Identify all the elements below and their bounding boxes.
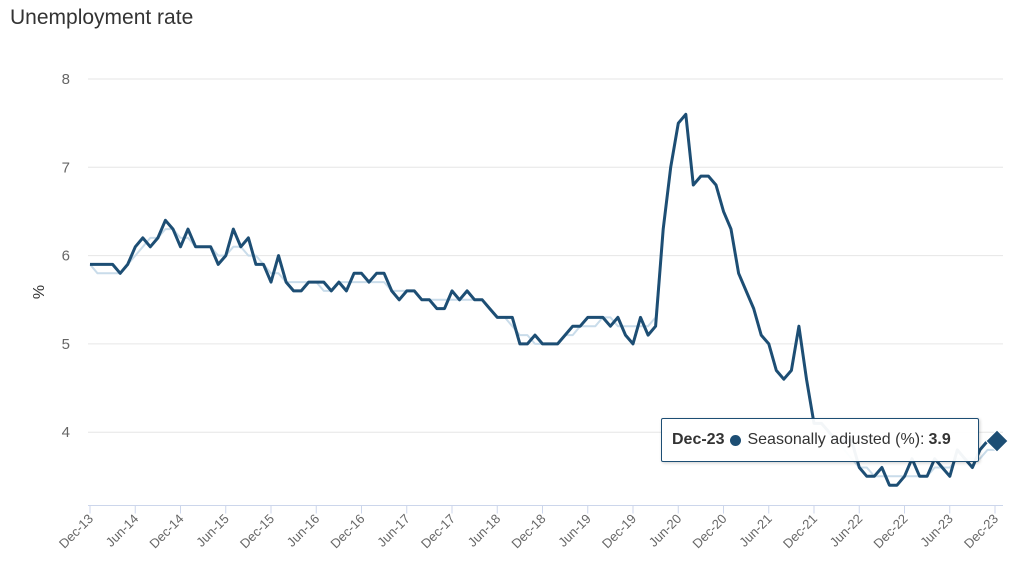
- y-tick-label: 4: [62, 424, 70, 441]
- x-tick-label: Dec-18: [508, 511, 548, 551]
- x-tick-label: Jun-16: [284, 511, 323, 550]
- x-tick-label: Jun-14: [103, 511, 142, 550]
- x-tick-label: Dec-19: [599, 511, 639, 551]
- x-tick-label: Dec-13: [56, 511, 96, 551]
- y-tick-label: 5: [62, 336, 70, 353]
- x-tick-label: Jun-23: [917, 511, 956, 550]
- tooltip-date: Dec-23: [672, 431, 725, 448]
- tooltip-value: 3.9: [928, 431, 951, 448]
- y-axis-label: %: [31, 285, 48, 299]
- series-dot-icon: [730, 434, 742, 446]
- x-tick-label: Dec-15: [237, 511, 277, 551]
- x-tick-label: Dec-20: [689, 511, 729, 551]
- x-tick-label: Jun-18: [465, 511, 504, 550]
- x-tick-label: Dec-22: [870, 511, 910, 551]
- chart-title: Unemployment rate: [10, 6, 194, 29]
- tooltip-series: Seasonally adjusted (%):: [747, 431, 925, 448]
- x-tick-label: Jun-22: [827, 511, 866, 550]
- x-tick-label: Dec-14: [146, 511, 186, 551]
- x-tick-label: Dec-16: [327, 511, 367, 551]
- y-tick-label: 7: [62, 159, 70, 176]
- x-tick-label: Jun-15: [193, 511, 232, 550]
- x-tick-label: Dec-21: [780, 511, 820, 551]
- tooltip: Dec-23 Seasonally adjusted (%): 3.9: [661, 418, 979, 462]
- y-tick-label: 6: [62, 248, 70, 265]
- x-tick-label: Dec-23: [961, 511, 1001, 551]
- x-tick-label: Jun-21: [736, 511, 775, 550]
- x-tick-label: Jun-19: [555, 511, 594, 550]
- x-tick-label: Jun-20: [646, 511, 685, 550]
- x-tick-label: Jun-17: [374, 511, 413, 550]
- hover-marker-diamond: [985, 429, 1009, 453]
- x-tick-label: Dec-17: [418, 511, 458, 551]
- y-tick-label: 8: [62, 71, 70, 88]
